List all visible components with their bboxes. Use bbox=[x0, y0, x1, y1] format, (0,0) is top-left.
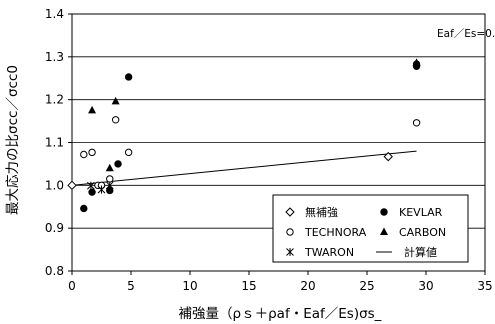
x-tick-label-7: 35 bbox=[477, 279, 492, 293]
y-tick-label-6: 1.4 bbox=[45, 7, 64, 21]
x-tick-label-2: 10 bbox=[182, 279, 197, 293]
ratio-annotation: Eaf／Es=0.5 bbox=[437, 28, 495, 40]
y-tick-label-0: 0.8 bbox=[45, 264, 64, 278]
series-0-diamond-open-point-0 bbox=[67, 180, 77, 191]
legend: 無補強 KEVLAR TECHNORA CARBON TWARON 計算値 bbox=[272, 194, 469, 263]
series-1-circle-filled-point-4 bbox=[124, 73, 133, 81]
y-axis-ticks: 0.8 0.9 1.0 1.1 1.2 1.3 1.4 bbox=[45, 7, 72, 278]
x-tick-label-1: 5 bbox=[127, 279, 135, 293]
legend-label-1: KEVLAR bbox=[399, 206, 443, 219]
series-4-star-point-2 bbox=[105, 181, 114, 190]
y-tick-label-5: 1.3 bbox=[45, 50, 64, 64]
legend-symbol-3 bbox=[380, 227, 388, 235]
x-tick-label-5: 25 bbox=[359, 279, 374, 293]
legend-symbol-1 bbox=[380, 208, 388, 216]
legend-symbol-2 bbox=[286, 228, 294, 236]
series-3-triangle-filled-point-0 bbox=[88, 105, 97, 114]
y-tick-label-2: 1.0 bbox=[45, 178, 64, 192]
series-2-circle-open-point-5 bbox=[111, 116, 120, 124]
legend-label-2: TECHNORA bbox=[304, 226, 367, 239]
series-4-star-point-0 bbox=[87, 181, 95, 190]
series-0-diamond-open-point-1 bbox=[383, 151, 393, 162]
data-points bbox=[67, 58, 421, 213]
x-axis-label: 補強量（ρｓ＋ρaf・Eaf／Es)σs_ bbox=[179, 306, 382, 322]
calculated-value-line bbox=[71, 150, 417, 186]
x-axis-ticks: 0 5 10 15 20 25 30 35 bbox=[68, 271, 493, 293]
y-axis-label: 最大応力の比σcc／σcc0 bbox=[5, 65, 21, 215]
series-2-circle-open-point-6 bbox=[124, 148, 133, 157]
series-1-circle-filled-point-0 bbox=[80, 204, 88, 213]
series-3-triangle-filled-point-1 bbox=[105, 163, 114, 172]
series-4-star-point-1 bbox=[97, 185, 106, 194]
legend-box bbox=[272, 194, 469, 263]
series-2-circle-open-point-4 bbox=[106, 175, 114, 183]
x-tick-label-4: 20 bbox=[300, 279, 315, 293]
series-1-circle-filled-point-3 bbox=[114, 160, 122, 168]
legend-symbol-4 bbox=[286, 248, 294, 256]
legend-label-5: 計算値 bbox=[404, 245, 437, 259]
x-tick-label-3: 15 bbox=[241, 279, 256, 293]
x-tick-label-6: 30 bbox=[418, 279, 433, 293]
legend-symbol-0 bbox=[285, 207, 295, 217]
series-5-line bbox=[71, 150, 417, 186]
series-2-circle-open-point-1 bbox=[88, 148, 96, 157]
series-2-circle-open-point-7 bbox=[412, 119, 421, 127]
y-tick-label-4: 1.2 bbox=[45, 93, 64, 107]
legend-label-3: CARBON bbox=[399, 226, 446, 239]
series-1-circle-filled-point-1 bbox=[88, 188, 96, 196]
y-tick-label-3: 1.1 bbox=[45, 136, 64, 150]
legend-label-4: TWARON bbox=[304, 246, 354, 259]
y-tick-label-1: 0.9 bbox=[45, 221, 64, 235]
x-tick-label-0: 0 bbox=[68, 279, 76, 293]
series-3-triangle-filled-point-2 bbox=[111, 96, 120, 105]
series-3-triangle-filled-point-3 bbox=[412, 58, 421, 66]
series-2-circle-open-point-0 bbox=[80, 150, 88, 159]
legend-label-0: 無補強 bbox=[305, 205, 338, 219]
